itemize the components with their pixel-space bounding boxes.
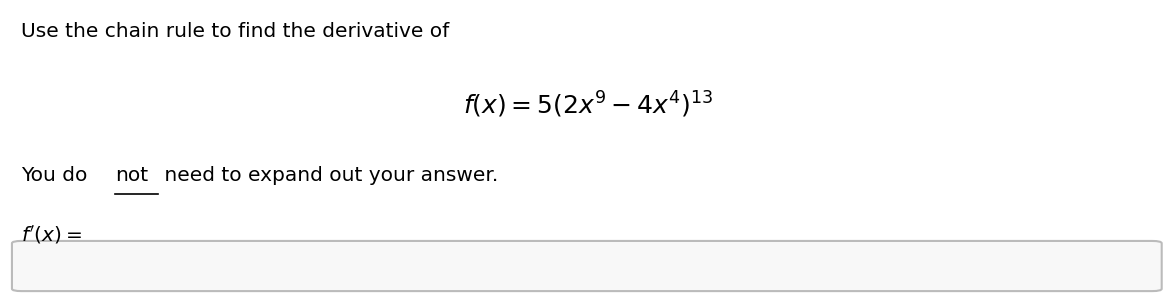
Text: Use the chain rule to find the derivative of: Use the chain rule to find the derivativ…: [21, 22, 449, 41]
Text: $f(x) =5\left(2x^9 - 4x^4\right)^{13}$: $f(x) =5\left(2x^9 - 4x^4\right)^{13}$: [463, 89, 713, 120]
FancyBboxPatch shape: [12, 241, 1162, 291]
Text: need to expand out your answer.: need to expand out your answer.: [158, 165, 497, 185]
Text: You do: You do: [21, 165, 94, 185]
Text: not: not: [115, 165, 148, 185]
Text: $f'(x) =$: $f'(x) =$: [21, 224, 82, 246]
